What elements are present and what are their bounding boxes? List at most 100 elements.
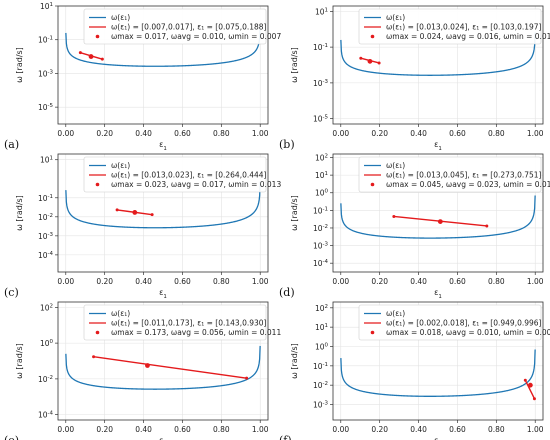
y-tick-label: 10-2 <box>313 224 328 233</box>
x-tick-label: 1.00 <box>252 277 269 286</box>
x-tick-label: 0.00 <box>332 277 349 286</box>
legend-entry: ωmax = 0.024, ωavg = 0.016, ωmin = 0.013 <box>386 32 550 41</box>
y-tick-base: 10 <box>313 381 323 390</box>
legend-entry: ω(ε₁) = [0.013,0.023], ε₁ = [0.264,0.444… <box>111 171 267 180</box>
x-axis-label: ε1 <box>159 436 167 440</box>
y-tick-label: 10-2 <box>38 375 53 384</box>
y-tick-label: 10-1 <box>313 206 328 215</box>
axes-frame <box>57 5 269 125</box>
x-tick-label: 0.00 <box>332 129 349 138</box>
y-tick-base: 10 <box>38 232 48 241</box>
x-tick-label: 0.40 <box>135 129 152 138</box>
x-tick-label: 0.40 <box>135 277 152 286</box>
y-tick-base: 10 <box>38 103 48 112</box>
y-tick-label: 100 <box>315 342 329 351</box>
panel-5: 0.00 0.20 0.40 0.60 0.80 1.0010210010-210-4ω … <box>4 301 281 440</box>
y-tick-label: 10-2 <box>38 213 53 222</box>
y-tick-base: 10 <box>313 43 323 52</box>
y-tick-exponent: -1 <box>323 43 328 49</box>
x-axis-label-main: ε <box>434 288 438 297</box>
y-tick-exponent: -1 <box>48 194 53 200</box>
legend-entry: ω(ε₁) <box>386 13 405 22</box>
highlight-point <box>367 58 373 64</box>
y-tick-exponent: -5 <box>323 115 329 121</box>
axes-frame <box>332 5 544 125</box>
y-tick-exponent: -1 <box>48 36 53 42</box>
y-tick-base: 10 <box>313 79 323 88</box>
y-tick-base: 10 <box>38 375 48 384</box>
y-tick-label: 100 <box>40 339 54 348</box>
x-tick-label: 0.00 <box>57 129 74 138</box>
x-axis-label: ε1 <box>434 288 442 300</box>
legend-entry: ωmax = 0.173, ωavg = 0.056, ωmin = 0.011 <box>111 328 281 337</box>
y-tick-base: 10 <box>313 224 323 233</box>
axes-frame <box>57 153 269 273</box>
x-tick-label: 0.20 <box>371 129 388 138</box>
axes-frame <box>57 301 269 421</box>
legend-entry: ωmax = 0.018, ωavg = 0.010, ωmin = 0.002 <box>386 328 550 337</box>
y-tick-base: 10 <box>315 7 325 16</box>
y-tick-exponent: -2 <box>48 213 53 219</box>
highlight-point <box>359 56 363 60</box>
y-axis-label: ω [rad/s] <box>290 47 299 83</box>
x-tick-label: 0.00 <box>332 425 349 434</box>
omega-curve <box>65 25 261 67</box>
y-tick-label: 101 <box>315 171 328 180</box>
x-tick-label: 0.20 <box>371 277 388 286</box>
highlight-point <box>115 208 119 212</box>
highlight-point <box>100 57 104 61</box>
y-tick-exponent: -1 <box>323 362 328 368</box>
omega-curve <box>340 349 536 397</box>
highlight-point <box>245 376 249 380</box>
legend-swatch-points <box>370 330 375 335</box>
y-tick-exponent: 2 <box>325 304 329 310</box>
y-tick-base: 10 <box>38 411 48 420</box>
x-tick-label: 0.40 <box>410 129 427 138</box>
y-tick-label: 10-1 <box>38 36 53 45</box>
legend-box <box>83 304 267 341</box>
y-tick-base: 10 <box>38 36 48 45</box>
y-tick-base: 10 <box>313 362 323 371</box>
y-tick-exponent: 1 <box>50 2 54 8</box>
x-axis-label: ε1 <box>434 436 442 440</box>
axes-frame <box>332 153 544 273</box>
y-tick-label: 10-4 <box>313 259 329 268</box>
y-tick-exponent: -3 <box>323 401 329 407</box>
y-axis-label: ω [rad/s] <box>290 343 299 379</box>
y-tick-base: 10 <box>315 304 325 313</box>
y-axis-label: ω [rad/s] <box>290 195 299 231</box>
x-tick-label: 0.20 <box>96 129 113 138</box>
panel-letter: (c) <box>4 286 19 299</box>
y-tick-base: 10 <box>315 189 325 198</box>
panel-3: 0.00 0.20 0.40 0.60 0.80 1.0010110-110-210-31… <box>4 153 281 300</box>
y-tick-label: 102 <box>40 303 53 312</box>
y-tick-base: 10 <box>38 251 48 260</box>
y-tick-exponent: 0 <box>325 342 329 348</box>
highlight-point <box>92 355 96 359</box>
highlight-point <box>392 214 396 218</box>
x-tick-label: 0.80 <box>213 129 230 138</box>
x-tick-label: 0.80 <box>488 425 505 434</box>
legend-swatch-points <box>370 34 375 39</box>
x-tick-label: 0.20 <box>371 425 388 434</box>
y-tick-exponent: 0 <box>50 339 54 345</box>
x-tick-label: 0.60 <box>174 425 191 434</box>
highlight-point <box>485 224 489 228</box>
y-tick-base: 10 <box>38 213 48 222</box>
highlight-point <box>437 219 443 224</box>
legend-entry: ω(ε₁) = [0.013,0.045], ε₁ = [0.273,0.751… <box>386 171 542 180</box>
legend-entry: ω(ε₁) <box>386 309 405 318</box>
legend-swatch-points <box>95 330 100 335</box>
legend-entry: ωmax = 0.017, ωavg = 0.010, ωmin = 0.007 <box>111 32 281 41</box>
y-tick-exponent: -3 <box>48 232 54 238</box>
panel-letter: (f) <box>279 434 292 440</box>
y-tick-base: 10 <box>315 154 325 163</box>
y-tick-label: 101 <box>40 2 53 11</box>
highlight-point <box>532 397 536 401</box>
x-tick-label: 0.80 <box>488 277 505 286</box>
y-tick-label: 10-5 <box>38 103 54 112</box>
y-tick-label: 10-5 <box>313 115 329 124</box>
y-tick-exponent: -2 <box>323 224 328 230</box>
y-tick-base: 10 <box>315 323 325 332</box>
highlight-point <box>527 382 533 388</box>
